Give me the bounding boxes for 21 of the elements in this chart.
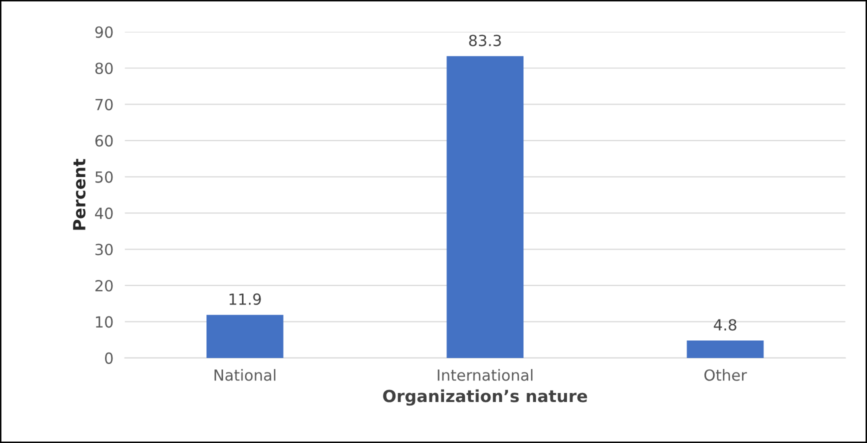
y-tick-label: 80 (95, 62, 113, 74)
y-tick-label: 50 (95, 171, 113, 183)
data-label: 4.8 (714, 319, 736, 331)
x-axis-title: Organization’s nature (383, 389, 588, 406)
y-tick-label: 20 (95, 280, 113, 292)
x-tick-label: National (214, 369, 276, 381)
y-axis-title: Percent (73, 158, 86, 230)
y-tick-label: 60 (95, 135, 113, 147)
bar (206, 314, 284, 358)
bar (686, 340, 764, 358)
y-tick-label: 10 (96, 316, 113, 328)
data-label: 11.9 (230, 293, 261, 305)
y-tick-label: 90 (95, 26, 113, 38)
x-tick-label: Other (704, 369, 747, 381)
y-tick-label: 70 (96, 98, 113, 110)
y-tick-label: 30 (95, 244, 113, 256)
bar (446, 56, 524, 358)
data-label: 83.3 (469, 34, 501, 46)
x-tick-label: International (438, 369, 532, 381)
y-tick-label: 0 (105, 352, 113, 364)
y-tick-label: 40 (95, 208, 113, 220)
